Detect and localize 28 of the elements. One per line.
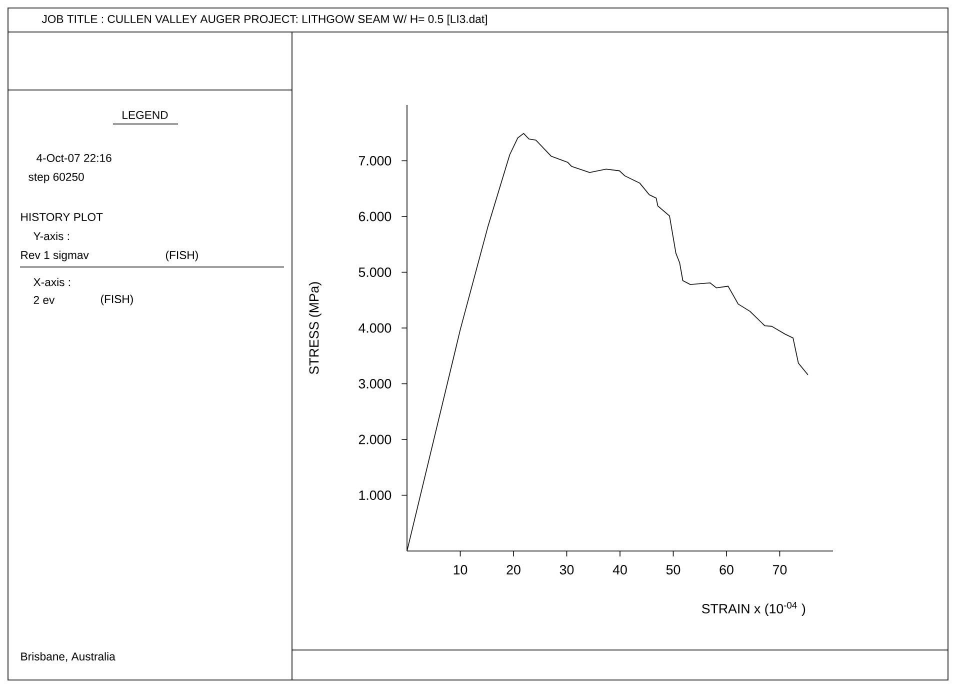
y-tick-label: 5.000 (358, 268, 392, 277)
text: HISTORY PLOT (21, 213, 103, 222)
text: Rev 1 sigmav (21, 250, 89, 262)
y-tick-label: 2.000 (358, 434, 392, 444)
y-tick-label: 1.000 (359, 490, 392, 500)
x-tick-label: 70 (773, 565, 787, 574)
x-tick-label: 40 (612, 565, 627, 574)
y-tick-label: 6.000 (358, 212, 392, 222)
text: (FISH) (100, 294, 133, 306)
text: LEGEND (122, 111, 168, 120)
text: 4-Oct-07 22:16 (36, 154, 112, 162)
x-tick-label: 60 (720, 565, 734, 574)
y-tick-label: 3.000 (358, 379, 392, 388)
text: step 60250 (28, 172, 84, 184)
x-tick-label: 10 (454, 565, 468, 574)
text: Brisbane, Australia (21, 652, 116, 662)
text: Y-axis : (34, 232, 69, 240)
x-tick-label: 50 (666, 565, 680, 574)
x-tick-label: 30 (560, 565, 574, 574)
text: X-axis : (34, 278, 70, 286)
text: 2 ev (34, 296, 55, 304)
x-tick-label: 20 (506, 565, 520, 574)
text: (FISH) (166, 250, 198, 262)
y-tick-label: 7.000 (358, 156, 392, 166)
y-tick-label: 4.000 (358, 323, 392, 333)
y-axis-title: STRESS (MPa) (308, 282, 322, 374)
x-axis-title: STRAIN x (10$^{-04}$ ) (702, 602, 806, 616)
text: JOB TITLE : CULLEN VALLEY AUGER PROJECT: LITHGOW SEAM W/ H= 0.5 [LI3.dat] (42, 14, 487, 26)
